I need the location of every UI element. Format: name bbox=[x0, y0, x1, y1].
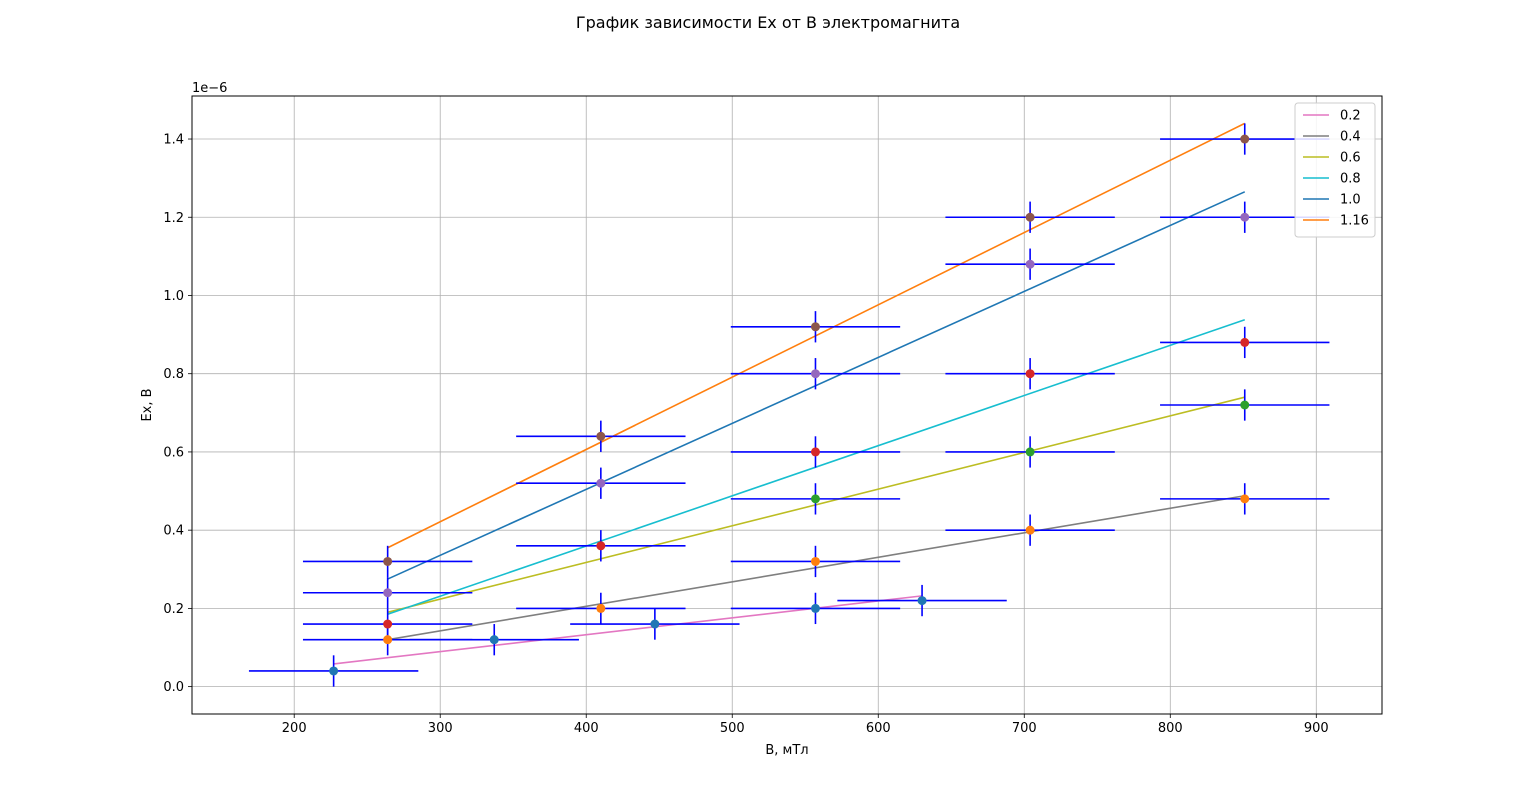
x-tick-label: 900 bbox=[1304, 721, 1329, 736]
data-point bbox=[810, 603, 820, 613]
error-bars bbox=[248, 123, 1330, 687]
legend-label: 0.6 bbox=[1340, 151, 1361, 166]
data-point bbox=[1240, 212, 1250, 222]
data-point bbox=[596, 541, 606, 551]
x-axis-label: B, мТл bbox=[765, 743, 808, 758]
data-point bbox=[1240, 134, 1250, 144]
x-tick-label: 300 bbox=[428, 721, 453, 736]
data-point bbox=[1025, 369, 1035, 379]
data-point bbox=[383, 588, 393, 598]
y-tick-label: 0.8 bbox=[163, 367, 184, 382]
data-point bbox=[1240, 400, 1250, 410]
data-point bbox=[1025, 447, 1035, 457]
data-point bbox=[1025, 212, 1035, 222]
data-point bbox=[650, 619, 660, 629]
data-point bbox=[810, 369, 820, 379]
legend-label: 1.0 bbox=[1340, 193, 1361, 208]
x-tick-label: 700 bbox=[1012, 721, 1037, 736]
y-tick-label: 1.2 bbox=[163, 211, 184, 226]
data-point bbox=[489, 635, 499, 645]
data-point bbox=[810, 447, 820, 457]
data-point bbox=[383, 619, 393, 629]
legend-label: 0.2 bbox=[1340, 109, 1361, 124]
data-point bbox=[810, 322, 820, 332]
x-tick-label: 800 bbox=[1158, 721, 1183, 736]
x-tick-label: 600 bbox=[866, 721, 891, 736]
legend-label: 0.4 bbox=[1340, 130, 1361, 145]
x-tick-label: 400 bbox=[574, 721, 599, 736]
data-point bbox=[596, 478, 606, 488]
y-tick-label: 0.6 bbox=[163, 445, 184, 460]
y-tick-label: 0.4 bbox=[163, 524, 184, 539]
data-point bbox=[1025, 525, 1035, 535]
fit-lines bbox=[333, 122, 1246, 665]
legend: 0.2 0.4 0.6 0.8 1.0 1.16 bbox=[1294, 102, 1376, 238]
data-point bbox=[596, 431, 606, 441]
y-axis-label: Ex, B bbox=[140, 388, 155, 421]
x-tick-label: 500 bbox=[720, 721, 745, 736]
plot-frame bbox=[191, 95, 1383, 715]
data-points bbox=[329, 134, 1250, 676]
y-tick-label: 1.4 bbox=[163, 133, 184, 148]
chart-title: График зависимости Ex от B электромагнит… bbox=[575, 13, 961, 32]
data-point bbox=[383, 556, 393, 566]
y-tick-label: 1.0 bbox=[163, 289, 184, 304]
y-tick-label: 0.0 bbox=[163, 680, 184, 695]
legend-label: 0.8 bbox=[1340, 172, 1361, 187]
fit-line-0-2 bbox=[333, 595, 923, 665]
x-tick-label: 200 bbox=[282, 721, 307, 736]
data-point bbox=[1240, 337, 1250, 347]
data-point bbox=[917, 596, 927, 606]
data-point bbox=[596, 603, 606, 613]
data-point bbox=[1025, 259, 1035, 269]
data-point bbox=[329, 666, 339, 676]
legend-label: 1.16 bbox=[1340, 214, 1369, 229]
data-point bbox=[1240, 494, 1250, 504]
y-tick-label: 0.2 bbox=[163, 602, 184, 617]
data-point bbox=[810, 556, 820, 566]
axis-ticks: 200 300 400 500 600 700 800 900 0.0 0.2 0.4 0.6 0.8 1… bbox=[163, 133, 1328, 736]
y-axis-scale-label: 1e−6 bbox=[192, 81, 227, 96]
data-point bbox=[810, 494, 820, 504]
data-point bbox=[383, 635, 393, 645]
